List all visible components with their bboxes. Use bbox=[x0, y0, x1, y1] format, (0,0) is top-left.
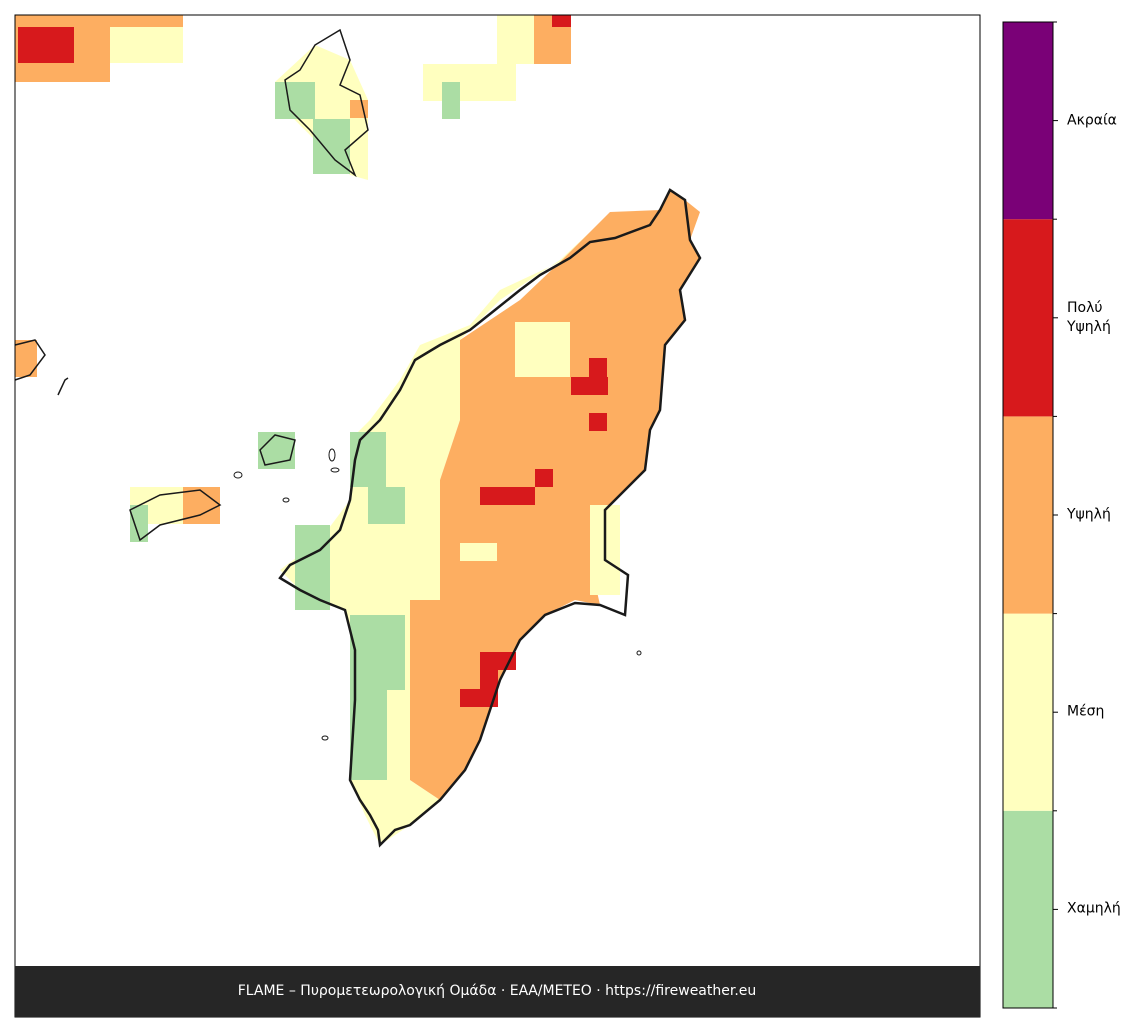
colorbar-segment bbox=[1003, 810, 1053, 1008]
zone bbox=[480, 487, 535, 505]
coastlines bbox=[14, 28, 702, 848]
colorbar-segment bbox=[1003, 219, 1053, 417]
colorbar bbox=[1002, 21, 1058, 1009]
footer-text: FLAME – Πυρομετεωρολογική Ομάδα · ΕΑΑ/ME… bbox=[238, 983, 757, 999]
colorbar-segment bbox=[1003, 22, 1053, 220]
legend-label: Μέση bbox=[1067, 703, 1105, 720]
zone bbox=[552, 15, 571, 27]
zone bbox=[15, 340, 37, 377]
colorbar-segment bbox=[1003, 613, 1053, 811]
zone bbox=[410, 190, 700, 800]
zone bbox=[313, 119, 350, 174]
zone bbox=[275, 82, 315, 119]
footer-bar bbox=[15, 966, 980, 1017]
zone bbox=[515, 322, 570, 377]
zone bbox=[18, 27, 74, 63]
zone bbox=[110, 27, 183, 63]
zone bbox=[535, 469, 553, 487]
legend-label: Υψηλή bbox=[1067, 506, 1111, 523]
zone bbox=[423, 64, 516, 101]
zone bbox=[368, 487, 405, 524]
zone bbox=[571, 377, 608, 395]
zone bbox=[130, 505, 148, 542]
colorbar-segment bbox=[1003, 416, 1053, 614]
zone bbox=[460, 689, 480, 707]
zone bbox=[442, 82, 460, 119]
colorbar-frame bbox=[1002, 21, 1054, 1009]
zone bbox=[589, 358, 607, 377]
map-area bbox=[14, 15, 702, 848]
legend-label: Πολύ Υψηλή bbox=[1067, 299, 1111, 335]
zone bbox=[460, 543, 497, 561]
legend-label: Χαμηλή bbox=[1067, 900, 1121, 917]
zone bbox=[350, 690, 387, 780]
zone bbox=[480, 670, 498, 707]
legend-label: Ακραία bbox=[1067, 112, 1117, 129]
zone bbox=[350, 615, 405, 690]
zone bbox=[589, 413, 607, 431]
zone bbox=[497, 15, 537, 64]
